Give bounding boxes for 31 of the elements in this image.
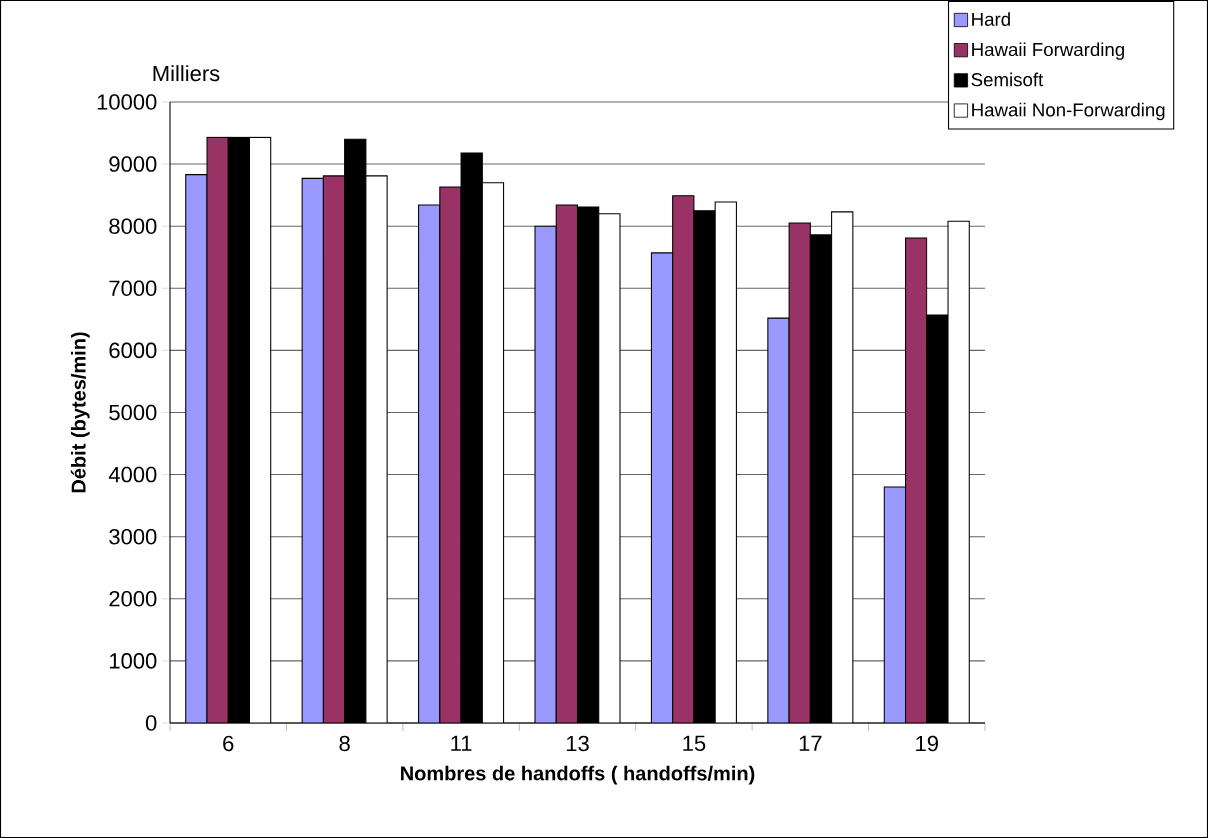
bar — [651, 252, 673, 723]
y-tick-label: 2000 — [109, 590, 157, 607]
x-tick-label: 19 — [916, 735, 938, 752]
y-tick-label: 1000 — [110, 653, 157, 669]
y-axis-title: Débit (bytes/min) — [70, 332, 90, 493]
x-tick-label: 15 — [683, 735, 706, 752]
bar — [883, 486, 907, 723]
y-tick-label: 6000 — [109, 342, 157, 359]
text: Milliers — [153, 65, 220, 82]
y-tick-label: 5000 — [109, 404, 157, 421]
x-axis-title: Nombres de handoffs ( handoffs/min) — [401, 765, 755, 785]
y-tick-label: 8000 — [109, 218, 157, 234]
x-tick-label: 13 — [566, 735, 589, 752]
bar — [302, 178, 324, 723]
x-tick-label: 11 — [451, 735, 472, 751]
y-tick-label: 10000 — [97, 94, 157, 110]
x-tick-label: 17 — [799, 735, 822, 751]
y-tick-label: 9000 — [109, 156, 157, 172]
y-tick-label: 4000 — [108, 466, 157, 483]
legend-label: Hard — [972, 12, 1010, 26]
bar — [418, 205, 440, 723]
legend-label: Semisoft — [971, 72, 1044, 87]
x-tick-label: 6 — [223, 735, 234, 752]
y-tick-label: 7000 — [109, 280, 157, 297]
y-tick-label: 0 — [145, 715, 157, 731]
y-tick-label: 3000 — [109, 528, 157, 545]
bar — [535, 226, 557, 723]
legend-label: Hawaii Non-Forwarding — [972, 102, 1165, 121]
legend-label: Hawaii Forwarding — [972, 42, 1124, 60]
x-tick-label: 8 — [339, 735, 350, 752]
bar — [185, 174, 207, 723]
